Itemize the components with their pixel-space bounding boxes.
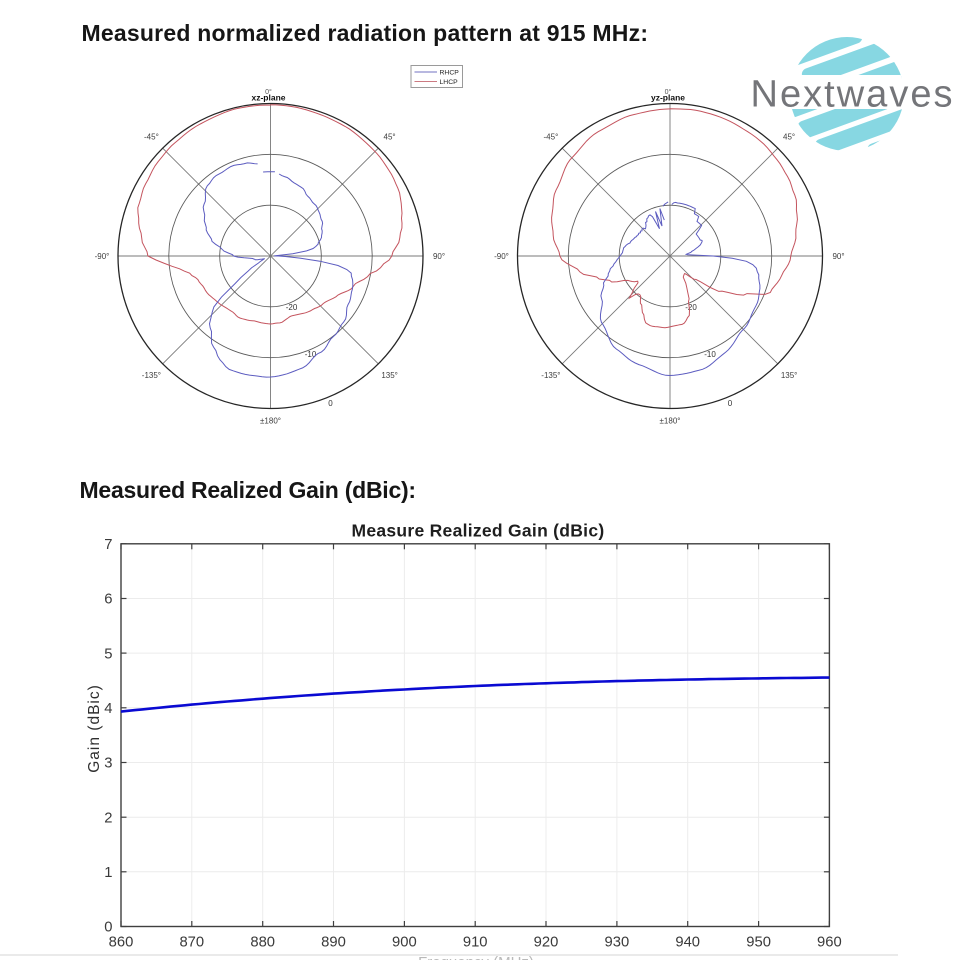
svg-text:-90°: -90° bbox=[494, 252, 509, 261]
svg-text:880: 880 bbox=[250, 935, 275, 951]
svg-text:Gain (dBic): Gain (dBic) bbox=[86, 684, 103, 773]
svg-text:890: 890 bbox=[321, 935, 346, 951]
svg-text:3: 3 bbox=[104, 756, 112, 772]
svg-text:-45°: -45° bbox=[544, 133, 559, 142]
svg-text:0°: 0° bbox=[265, 88, 272, 96]
svg-text:-20: -20 bbox=[286, 303, 298, 312]
svg-text:-10: -10 bbox=[305, 350, 317, 359]
svg-text:0: 0 bbox=[104, 920, 112, 936]
svg-text:-45°: -45° bbox=[144, 133, 159, 142]
svg-text:Measured normalized radiation: Measured normalized radiation pattern at… bbox=[82, 20, 649, 46]
svg-text:0: 0 bbox=[728, 399, 733, 408]
svg-text:90°: 90° bbox=[832, 252, 844, 261]
svg-text:0: 0 bbox=[328, 399, 333, 408]
svg-text:45°: 45° bbox=[783, 133, 795, 142]
svg-text:870: 870 bbox=[179, 935, 204, 951]
svg-text:-135°: -135° bbox=[142, 371, 161, 380]
svg-text:-90°: -90° bbox=[95, 252, 110, 261]
svg-text:1: 1 bbox=[104, 865, 112, 881]
svg-text:±180°: ±180° bbox=[660, 417, 681, 426]
svg-text:5: 5 bbox=[104, 646, 112, 662]
svg-text:90°: 90° bbox=[433, 252, 445, 261]
svg-text:930: 930 bbox=[605, 935, 630, 951]
svg-text:940: 940 bbox=[675, 935, 700, 951]
svg-text:-135°: -135° bbox=[541, 371, 560, 380]
svg-text:910: 910 bbox=[463, 935, 488, 951]
svg-text:-10: -10 bbox=[704, 350, 716, 359]
svg-text:860: 860 bbox=[109, 935, 134, 951]
svg-text:920: 920 bbox=[534, 935, 559, 951]
svg-text:2: 2 bbox=[104, 810, 112, 826]
svg-text:950: 950 bbox=[746, 935, 771, 951]
svg-text:-20: -20 bbox=[685, 303, 697, 312]
svg-text:960: 960 bbox=[817, 935, 842, 951]
svg-text:6: 6 bbox=[104, 592, 112, 608]
svg-text:0°: 0° bbox=[665, 88, 672, 96]
svg-text:4: 4 bbox=[104, 701, 112, 717]
svg-text:±180°: ±180° bbox=[260, 417, 281, 426]
svg-text:900: 900 bbox=[392, 935, 417, 951]
svg-text:Measured Realized Gain (dBic):: Measured Realized Gain (dBic): bbox=[80, 477, 416, 503]
svg-text:yz-plane: yz-plane bbox=[651, 93, 685, 103]
svg-text:45°: 45° bbox=[384, 133, 396, 142]
svg-text:7: 7 bbox=[104, 537, 112, 553]
svg-text:xz-plane: xz-plane bbox=[251, 93, 285, 103]
svg-text:135°: 135° bbox=[381, 371, 398, 380]
svg-text:Measure Realized Gain (dBic): Measure Realized Gain (dBic) bbox=[352, 521, 605, 541]
svg-text:LHCP: LHCP bbox=[440, 79, 459, 86]
svg-text:Nextwaves: Nextwaves bbox=[751, 74, 953, 116]
svg-text:Frequency (MHz): Frequency (MHz) bbox=[418, 954, 534, 960]
svg-text:135°: 135° bbox=[781, 371, 798, 380]
svg-text:RHCP: RHCP bbox=[440, 70, 460, 77]
